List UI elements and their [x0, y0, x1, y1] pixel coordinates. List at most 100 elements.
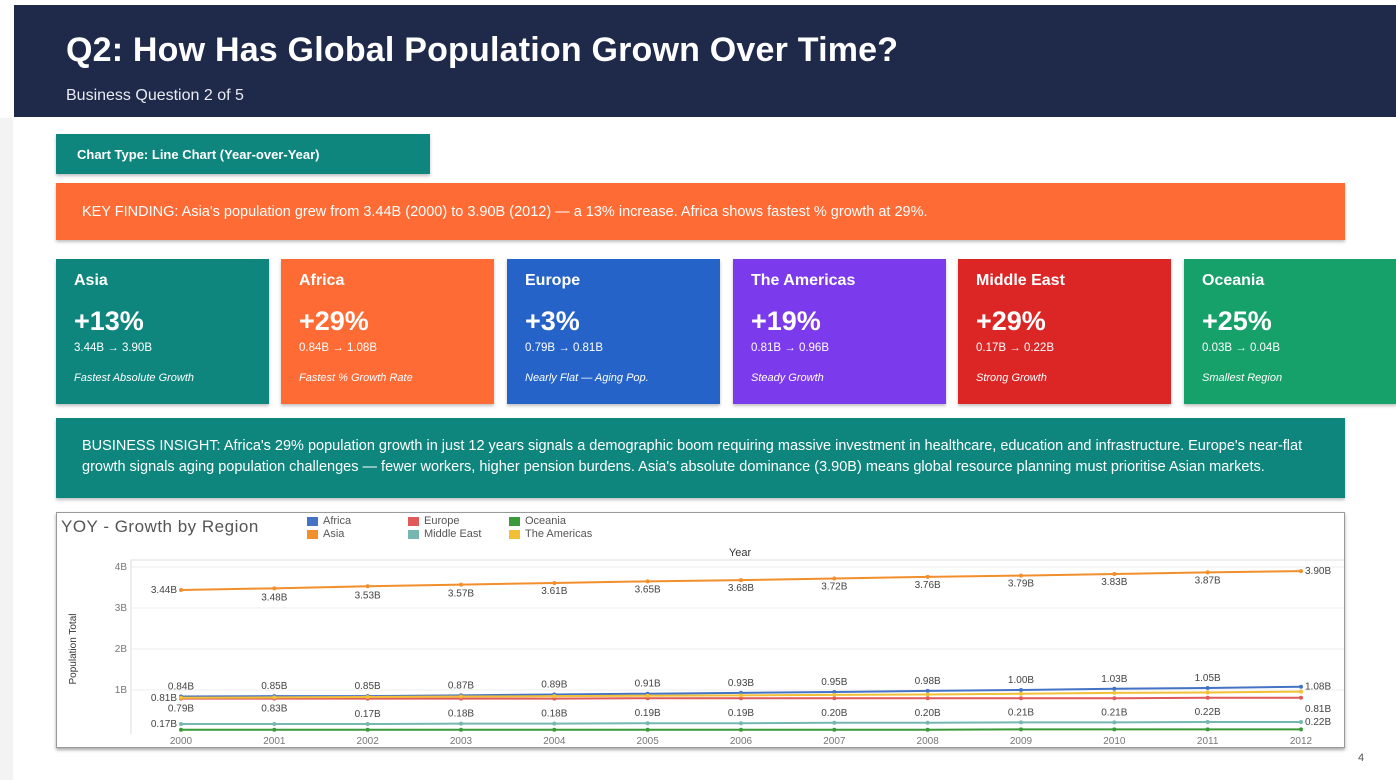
- data-label: 0.93B: [728, 678, 754, 689]
- data-point: [925, 574, 930, 579]
- data-point: [552, 727, 557, 732]
- data-point: [832, 690, 837, 695]
- data-point: [739, 727, 743, 732]
- data-point: [832, 696, 837, 701]
- data-point: [179, 727, 183, 732]
- legend-item-oceania[interactable]: Oceania: [509, 515, 566, 527]
- card-growth-pct: +29%: [976, 306, 1046, 336]
- data-label: 0.21B: [1008, 707, 1034, 718]
- data-point: [1299, 719, 1303, 724]
- x-tick-label: 2004: [543, 736, 566, 747]
- y-axis-title: Population Total: [68, 614, 79, 685]
- data-point: [179, 695, 183, 700]
- data-point: [739, 696, 743, 701]
- page-title: Q2: How Has Global Population Grown Over…: [66, 31, 899, 69]
- legend-label: Africa: [323, 515, 352, 527]
- x-tick-label: 2010: [1103, 736, 1126, 747]
- data-label: 0.19B: [635, 708, 661, 719]
- card-note: Fastest Absolute Growth: [74, 372, 195, 384]
- x-tick-label: 2005: [637, 736, 660, 747]
- data-point: [1112, 696, 1117, 701]
- region-card-europe: Europe +3% 0.79B → 0.81B Nearly Flat — A…: [507, 259, 720, 404]
- data-point: [179, 587, 183, 592]
- data-label: 3.72B: [821, 581, 847, 592]
- card-note: Strong Growth: [976, 372, 1047, 384]
- data-point: [1205, 570, 1210, 575]
- data-label: 0.21B: [1101, 707, 1127, 718]
- card-region-name: The Americas: [751, 272, 856, 289]
- card-region-name: Africa: [299, 272, 345, 289]
- data-point: [272, 722, 277, 727]
- data-label: 0.89B: [541, 680, 567, 691]
- x-tick-label: 2008: [917, 736, 940, 747]
- data-point: [272, 695, 277, 700]
- chart-type-label: Chart Type: Line Chart (Year-over-Year): [56, 134, 430, 174]
- data-point: [925, 696, 930, 701]
- legend-label: Asia: [323, 528, 345, 540]
- data-point: [1112, 727, 1117, 732]
- data-label: 0.81B: [151, 693, 177, 704]
- data-point: [459, 694, 463, 699]
- card-region-name: Asia: [74, 272, 108, 289]
- y-tick-label: 2B: [115, 644, 128, 655]
- legend-swatch: [509, 516, 520, 526]
- data-label: 3.53B: [355, 590, 381, 601]
- legend-label: Middle East: [424, 528, 482, 540]
- legend-item-asia[interactable]: Asia: [307, 528, 344, 540]
- data-label: 1.00B: [1008, 675, 1034, 686]
- data-point: [365, 584, 370, 589]
- card-note: Steady Growth: [751, 372, 824, 384]
- data-point: [1019, 573, 1023, 578]
- data-label: 3.83B: [1101, 577, 1127, 588]
- x-tick-label: 2003: [450, 736, 473, 747]
- line-chart: Year Population Total 4B 3B 2B 1B 2000 2001 2002…: [68, 547, 1344, 747]
- card-growth-pct: +25%: [1202, 306, 1272, 336]
- data-point: [1205, 727, 1210, 732]
- data-point: [645, 579, 650, 584]
- legend-item-europe[interactable]: Europe: [408, 515, 459, 527]
- data-label: 0.95B: [821, 677, 847, 688]
- x-tick-label: 2002: [357, 736, 380, 747]
- data-point: [1299, 689, 1303, 694]
- legend-swatch: [307, 529, 318, 539]
- legend-swatch: [307, 516, 318, 526]
- data-point: [645, 693, 650, 698]
- data-point: [1112, 571, 1117, 576]
- legend-item-middle-east[interactable]: Middle East: [408, 528, 481, 540]
- data-label: 3.61B: [541, 586, 567, 597]
- data-label: 1.08B: [1305, 682, 1331, 693]
- data-label: 0.20B: [821, 708, 847, 719]
- region-card-oceania: Oceania +25% 0.03B → 0.04B Smallest Regi…: [1184, 259, 1396, 404]
- legend-label: Europe: [424, 515, 460, 527]
- data-label: 3.44B: [151, 585, 177, 596]
- data-point: [1019, 688, 1023, 692]
- data-label: 0.18B: [448, 709, 474, 720]
- data-label: 3.48B: [261, 592, 287, 603]
- card-note: Fastest % Growth Rate: [299, 372, 413, 384]
- data-point: [365, 727, 370, 732]
- card-region-name: Oceania: [1202, 272, 1265, 289]
- page-number: 4: [1358, 752, 1365, 764]
- data-label: 3.65B: [635, 584, 661, 595]
- data-point: [1112, 720, 1117, 725]
- data-point: [1205, 685, 1210, 690]
- card-region-name: Europe: [525, 272, 581, 289]
- data-point: [365, 722, 370, 727]
- legend-item-americas[interactable]: The Americas: [509, 528, 592, 540]
- legend-swatch: [408, 529, 419, 539]
- legend-label: The Americas: [525, 528, 593, 540]
- header-banner: Q2: How Has Global Population Grown Over…: [14, 5, 1396, 117]
- data-point: [459, 582, 463, 587]
- legend-item-africa[interactable]: Africa: [307, 515, 351, 527]
- data-point: [1019, 696, 1023, 701]
- y-tick-label: 3B: [115, 603, 128, 614]
- region-card-middle-east: Middle East +29% 0.17B → 0.22B Strong Gr…: [958, 259, 1171, 404]
- card-range: 0.81B → 0.96B: [751, 342, 829, 354]
- x-tick-label: 2006: [730, 736, 753, 747]
- data-point: [1299, 695, 1303, 700]
- data-point: [739, 693, 743, 698]
- data-point: [365, 694, 370, 699]
- card-range: 0.79B → 0.81B: [525, 342, 603, 354]
- chart-container: YOY - Growth by Region Africa Europe Oce…: [56, 512, 1345, 748]
- data-point: [925, 720, 930, 725]
